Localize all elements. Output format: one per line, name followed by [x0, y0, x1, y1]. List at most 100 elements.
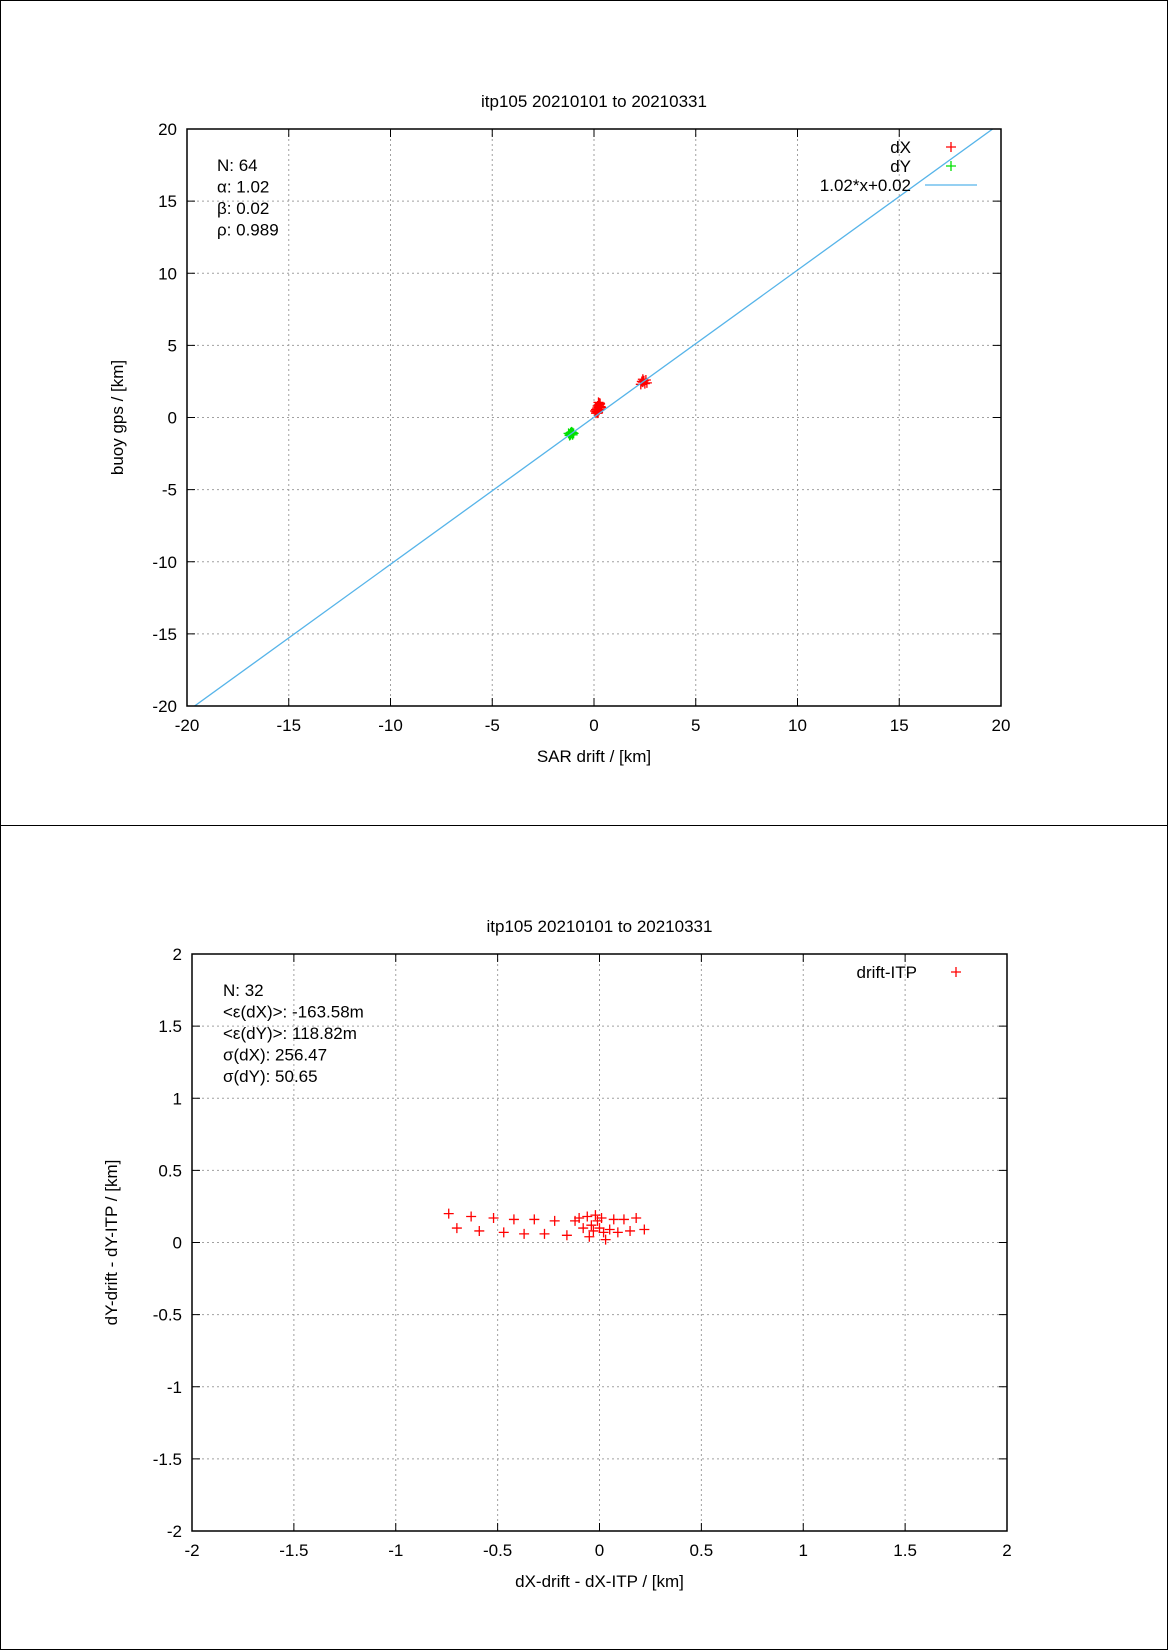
x-tick-label: 20 [992, 716, 1011, 735]
data-point-drift-itp [625, 1225, 636, 1236]
data-point-drift-itp [590, 1210, 601, 1221]
y-tick-label: -0.5 [153, 1306, 182, 1325]
y-axis-label: buoy gps / [km] [108, 360, 127, 475]
y-tick-label: -2 [167, 1522, 182, 1541]
data-point-drift-itp [474, 1225, 485, 1236]
x-axis-label: dX-drift - dX-ITP / [km] [515, 1572, 684, 1591]
stats-line: ρ: 0.989 [217, 221, 279, 240]
y-axis-label: dY-drift - dY-ITP / [km] [102, 1160, 121, 1326]
data-point-drift-itp [578, 1223, 589, 1234]
y-tick-label: 10 [158, 264, 177, 283]
stats-line: σ(dX): 256.47 [223, 1046, 327, 1065]
x-tick-label: 1.5 [893, 1541, 917, 1560]
stats-line: N: 64 [217, 156, 258, 175]
scatter-chart-sar-vs-gps: -20 -15 -10 -5 0 5 10 15 20 -20 -15 -10 -5 0 5 10 15 20 it… [108, 92, 1011, 766]
data-point-dx [590, 406, 601, 417]
legend-label: drift-ITP [857, 963, 917, 982]
data-point-drift-itp [612, 1227, 623, 1238]
data-point-drift-itp [529, 1214, 540, 1225]
x-tick-label: 0 [589, 716, 598, 735]
data-point-drift-itp [443, 1208, 454, 1219]
data-point-drift-itp [588, 1225, 599, 1236]
x-tick-label: -1.5 [279, 1541, 308, 1560]
y-tick-label: -5 [162, 481, 177, 500]
y-tick-label: -1.5 [153, 1450, 182, 1469]
data-point-drift-itp [608, 1214, 619, 1225]
data-point-drift-itp [549, 1215, 560, 1226]
chart-title: itp105 20210101 to 20210331 [487, 917, 713, 936]
y-tick-label: 20 [158, 120, 177, 139]
stats-line: <ε(dX)>: -163.58m [223, 1003, 364, 1022]
x-tick-label: -20 [175, 716, 200, 735]
y-tick-label: 1 [173, 1089, 182, 1108]
fit-line [193, 129, 994, 706]
legend-marker-symbol [946, 142, 956, 152]
y-tick-label: 1.5 [158, 1017, 182, 1036]
x-tick-label: -10 [378, 716, 403, 735]
x-tick-label: 0.5 [690, 1541, 714, 1560]
data-point-drift-itp [586, 1220, 597, 1231]
data-point-drift-itp [596, 1212, 607, 1223]
data-point-drift-itp [600, 1234, 611, 1245]
x-tick-label: -2 [184, 1541, 199, 1560]
y-tick-label: 0 [173, 1234, 182, 1253]
y-tick-label: -1 [167, 1378, 182, 1397]
y-tick-label: 0.5 [158, 1161, 182, 1180]
data-point-dx [593, 397, 604, 408]
plot-frame [186, 128, 1002, 707]
data-point-dx [596, 402, 607, 413]
data-point-drift-itp [508, 1214, 519, 1225]
x-tick-label: 2 [1002, 1541, 1011, 1560]
legend-label: dX [890, 138, 911, 157]
y-tick-label: -15 [152, 625, 177, 644]
y-tick-label: -10 [152, 553, 177, 572]
x-tick-label: -0.5 [483, 1541, 512, 1560]
x-tick-label: 15 [890, 716, 909, 735]
y-tick-label: 5 [168, 336, 177, 355]
x-tick-label: -15 [276, 716, 301, 735]
data-point-drift-itp [539, 1228, 550, 1239]
stats-line: N: 32 [223, 981, 264, 1000]
y-tick-label: 2 [173, 945, 182, 964]
plot-frame [191, 953, 1008, 1532]
data-point-drift-itp [639, 1224, 650, 1235]
legend-marker-symbol [946, 161, 956, 171]
data-point-drift-itp [594, 1223, 605, 1234]
data-point-drift-itp [488, 1212, 499, 1223]
data-point-dx [636, 376, 647, 387]
x-tick-label: 1 [799, 1541, 808, 1560]
stats-line: σ(dY): 50.65 [223, 1067, 318, 1086]
data-point-drift-itp [498, 1227, 509, 1238]
stats-line: <ε(dY)>: 118.82m [223, 1024, 357, 1043]
y-tick-label: 0 [168, 409, 177, 428]
y-tick-label: -20 [152, 697, 177, 716]
data-point-dx [592, 408, 603, 419]
x-tick-label: 5 [691, 716, 700, 735]
plot-area [193, 129, 994, 706]
data-point-drift-itp [604, 1224, 615, 1235]
data-point-drift-itp [584, 1231, 595, 1242]
data-point-drift-itp [561, 1230, 572, 1241]
data-point-drift-itp [574, 1212, 585, 1223]
x-tick-label: 0 [595, 1541, 604, 1560]
stats-line: α: 1.02 [217, 178, 269, 197]
scatter-chart-drift-error: -2 -1.5 -1 -0.5 0 0.5 1 1.5 2 -2 -1.5 -1 -0.5 0 0.5 1 1.… [102, 917, 1012, 1591]
plot-area [443, 1208, 650, 1245]
x-tick-label: -1 [388, 1541, 403, 1560]
data-point-drift-itp [631, 1212, 642, 1223]
stats-line: β: 0.02 [217, 199, 269, 218]
x-axis-label: SAR drift / [km] [537, 747, 651, 766]
legend-label: 1.02*x+0.02 [820, 176, 911, 195]
chart-panel-top: -20 -15 -10 -5 0 5 10 15 20 -20 -15 -10 -5 0 5 10 15 20 it… [0, 0, 1168, 826]
x-tick-label: -5 [485, 716, 500, 735]
data-point-drift-itp [598, 1227, 609, 1238]
legend-label: dY [890, 157, 911, 176]
data-point-drift-itp [618, 1214, 629, 1225]
data-point-drift-itp [582, 1211, 593, 1222]
legend-marker-symbol [951, 967, 961, 977]
data-point-drift-itp [519, 1228, 530, 1239]
y-tick-label: 15 [158, 192, 177, 211]
data-point-drift-itp [451, 1223, 462, 1234]
chart-panel-bottom: -2 -1.5 -1 -0.5 0 0.5 1 1.5 2 -2 -1.5 -1 -0.5 0 0.5 1 1.… [0, 825, 1168, 1650]
chart-title: itp105 20210101 to 20210331 [481, 92, 707, 111]
